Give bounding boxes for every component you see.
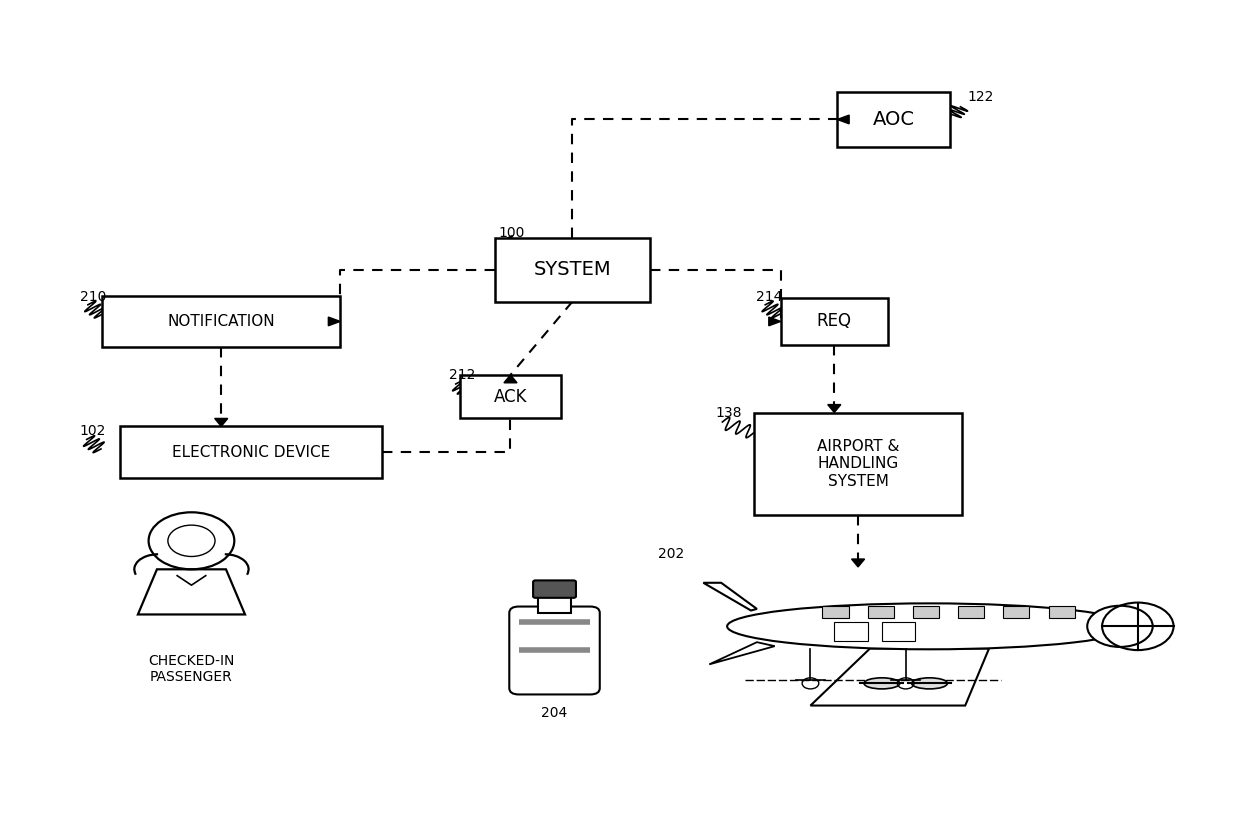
Bar	[781, 298, 888, 345]
Text: 212: 212	[449, 369, 475, 383]
Text: CHECKED-IN
PASSENGER: CHECKED-IN PASSENGER	[149, 654, 234, 684]
Text: 202: 202	[658, 548, 684, 561]
Bar	[837, 92, 950, 147]
Bar	[1003, 606, 1029, 619]
Polygon shape	[837, 116, 849, 124]
Text: 214: 214	[755, 290, 782, 304]
Polygon shape	[329, 317, 340, 326]
Bar	[959, 606, 985, 619]
Ellipse shape	[864, 678, 900, 689]
Text: NOTIFICATION: NOTIFICATION	[167, 314, 275, 329]
Bar	[868, 606, 894, 619]
Polygon shape	[852, 559, 864, 567]
Ellipse shape	[911, 678, 947, 689]
Bar	[495, 238, 650, 302]
Text: ACK: ACK	[494, 388, 527, 406]
Bar	[835, 621, 868, 640]
Text: AOC: AOC	[873, 110, 915, 129]
Polygon shape	[828, 404, 841, 412]
FancyBboxPatch shape	[533, 581, 575, 598]
Ellipse shape	[1087, 606, 1153, 647]
Text: REQ: REQ	[817, 313, 852, 331]
Text: 100: 100	[498, 226, 525, 240]
Bar	[120, 427, 382, 478]
Bar	[1049, 606, 1075, 619]
Text: 138: 138	[715, 407, 742, 421]
Bar	[754, 412, 962, 516]
Text: 204: 204	[529, 660, 556, 674]
Bar	[538, 596, 572, 613]
Bar	[102, 295, 340, 347]
Polygon shape	[769, 317, 781, 326]
Polygon shape	[215, 418, 228, 427]
Polygon shape	[503, 375, 517, 383]
Text: 210: 210	[79, 290, 105, 304]
Text: ELECTRONIC DEVICE: ELECTRONIC DEVICE	[172, 445, 330, 460]
Ellipse shape	[727, 603, 1132, 649]
Text: AIRPORT &
HANDLING
SYSTEM: AIRPORT & HANDLING SYSTEM	[817, 439, 899, 489]
Bar	[460, 375, 560, 418]
Text: 122: 122	[967, 90, 994, 104]
FancyBboxPatch shape	[510, 606, 600, 695]
Text: SYSTEM: SYSTEM	[533, 261, 611, 280]
Bar	[882, 621, 915, 640]
Text: 204: 204	[542, 705, 568, 719]
Bar	[913, 606, 939, 619]
Text: 102: 102	[79, 424, 105, 438]
Bar	[822, 606, 848, 619]
